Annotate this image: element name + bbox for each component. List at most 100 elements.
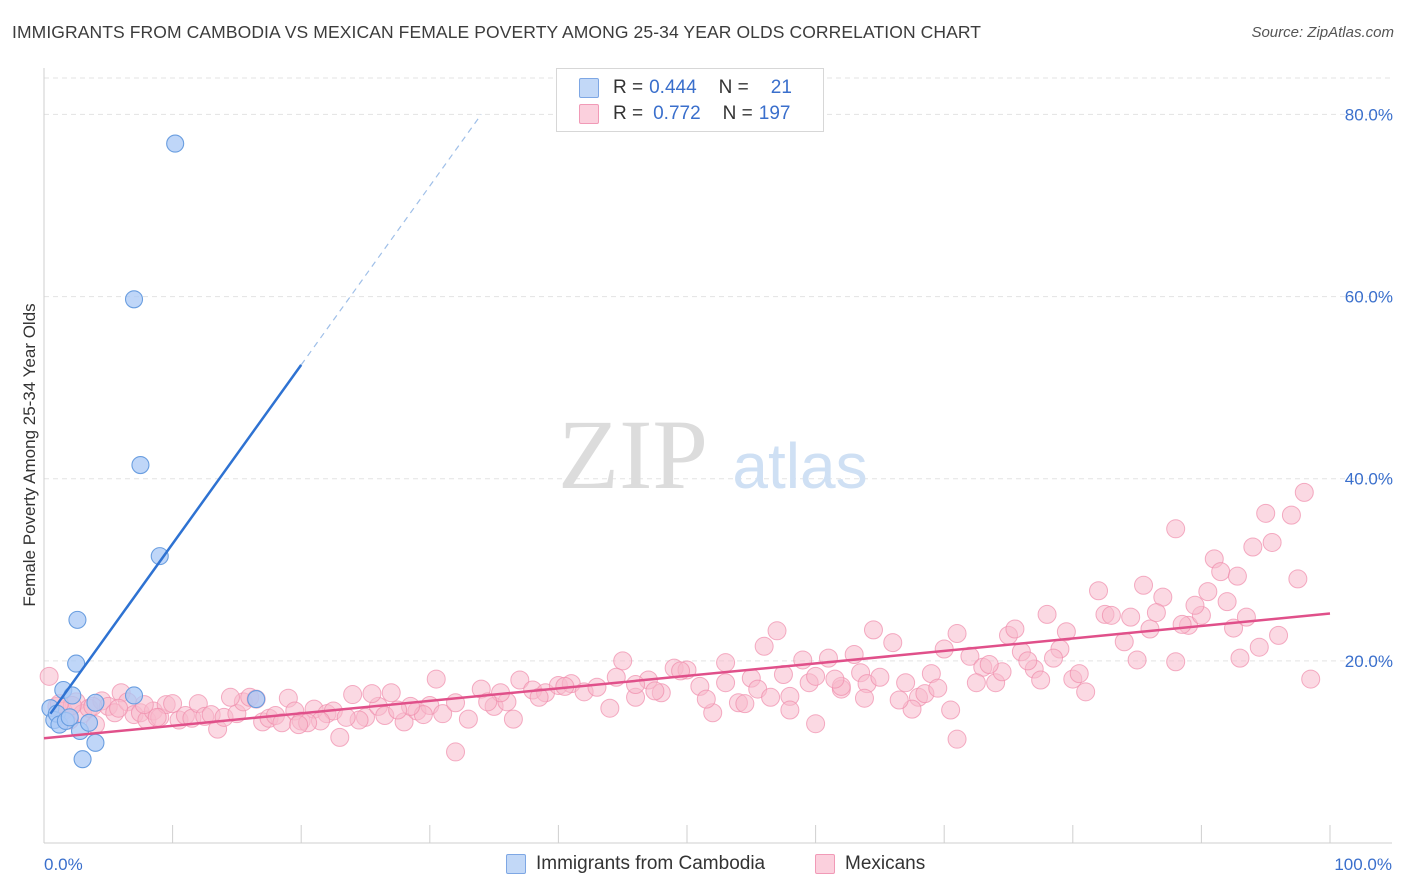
y-tick-label: 40.0% [1345, 470, 1393, 489]
mexican-point [902, 699, 922, 719]
mexican-point [529, 687, 549, 707]
cambodia-point [60, 708, 79, 727]
mexican-point [979, 655, 999, 674]
stats-row-cambodia: R = 0.444 N = 21 [579, 76, 792, 100]
cambodia-points [41, 134, 266, 769]
y-tick-label: 60.0% [1345, 288, 1393, 307]
cambodia-point [124, 686, 144, 705]
mexican-point [767, 621, 787, 641]
cambodia-point [68, 610, 87, 629]
cambodia-point [86, 733, 105, 752]
r-value-mexicans: 0.772 [653, 103, 701, 124]
mexican-point [1172, 614, 1192, 634]
mexican-point [1146, 603, 1166, 623]
mexican-point [626, 675, 646, 695]
mexican-point [966, 673, 986, 693]
y-tick-labels: 20.0% 40.0% 60.0% 80.0% [1345, 105, 1393, 670]
mexican-point [1217, 592, 1237, 612]
mexican-point [587, 677, 607, 697]
mexican-point [934, 639, 954, 659]
mexican-point [1198, 582, 1218, 602]
mexican-point [510, 670, 530, 690]
mexican-point [600, 698, 620, 718]
mexican-point [343, 685, 363, 705]
mexican-point [863, 620, 883, 640]
cambodia-point [73, 750, 92, 769]
watermark: ZIP atlas [558, 399, 868, 510]
cambodia-point [131, 456, 150, 475]
mexican-point [613, 651, 633, 671]
watermark-zip: ZIP [558, 399, 708, 510]
mexican-point [1230, 648, 1250, 668]
mexican-point [1166, 652, 1186, 672]
mexican-point [896, 673, 916, 693]
mexican-point [754, 636, 774, 656]
mexican-point [1288, 569, 1308, 589]
n-label: N = [722, 103, 753, 124]
mexican-point [1121, 607, 1141, 627]
legend-label-mexicans: Mexicans [845, 853, 926, 874]
mexican-point [825, 669, 845, 689]
mexican-point [883, 633, 903, 653]
x-tick-label-max: 100.0% [1334, 855, 1392, 874]
legend-swatch-mexicans [815, 854, 835, 874]
mexican-point [806, 714, 826, 734]
mexican-point [1262, 532, 1282, 552]
n-value-cambodia: 21 [770, 77, 792, 98]
y-axis-label: Female Poverty Among 25-34 Year Olds [20, 303, 39, 607]
mexican-point [446, 742, 466, 762]
mexican-point [735, 694, 755, 714]
mexican-point [289, 715, 309, 735]
cambodia-point [79, 713, 99, 732]
axes [43, 68, 1392, 844]
mexican-point [163, 694, 183, 714]
mexican-point [854, 688, 874, 708]
cambodia-swatch [579, 78, 599, 98]
legend-item-cambodia: Immigrants from Cambodia [506, 852, 765, 876]
mexican-point [426, 669, 446, 689]
mexican-point [478, 692, 498, 712]
stats-legend: R = 0.444 N = 21 R = 0.772 N = 197 [556, 68, 824, 132]
chart-title: IMMIGRANTS FROM CAMBODIA VS MEXICAN FEMA… [12, 22, 982, 42]
mexican-point [1281, 505, 1301, 525]
mexican-point [1301, 669, 1321, 689]
legend-label-cambodia: Immigrants from Cambodia [536, 853, 766, 874]
mexican-point [696, 689, 716, 709]
mexican-point [1249, 637, 1269, 657]
y-tick-label: 80.0% [1345, 105, 1393, 124]
cambodia-point [150, 547, 169, 566]
mexican-point [761, 687, 781, 707]
mexican-point [870, 667, 890, 687]
mexican-point [109, 698, 129, 718]
mexican-point [1134, 575, 1154, 595]
mexican-point [1044, 648, 1064, 668]
y-tick-label: 20.0% [1345, 652, 1393, 671]
n-value-mexicans: 197 [758, 103, 791, 124]
mexican-point [1018, 651, 1038, 671]
mexican-point [645, 681, 665, 701]
mexican-point [1037, 604, 1057, 624]
mexican-point [806, 666, 826, 686]
mexican-point [330, 727, 350, 747]
mexican-point [1269, 625, 1289, 645]
mexican-point [39, 666, 59, 686]
r-label: R = [613, 103, 644, 124]
mexican-point [928, 678, 948, 698]
cambodia-trend-line [49, 364, 303, 715]
mexican-point [1127, 650, 1147, 670]
mexican-point [1227, 566, 1247, 586]
cambodia-point [124, 290, 144, 309]
mexican-point [1185, 595, 1205, 615]
r-label: R = [613, 77, 644, 98]
trend-lines [43, 114, 1331, 740]
mexicans-swatch [579, 104, 599, 124]
mexican-point [1166, 519, 1186, 539]
mexican-point [458, 709, 478, 729]
r-value-cambodia: 0.444 [649, 77, 697, 98]
mexican-point [1243, 537, 1263, 557]
mexican-point [446, 693, 466, 713]
mexican-point [818, 648, 838, 668]
mexican-point [1089, 581, 1109, 601]
mexican-point [941, 700, 961, 720]
